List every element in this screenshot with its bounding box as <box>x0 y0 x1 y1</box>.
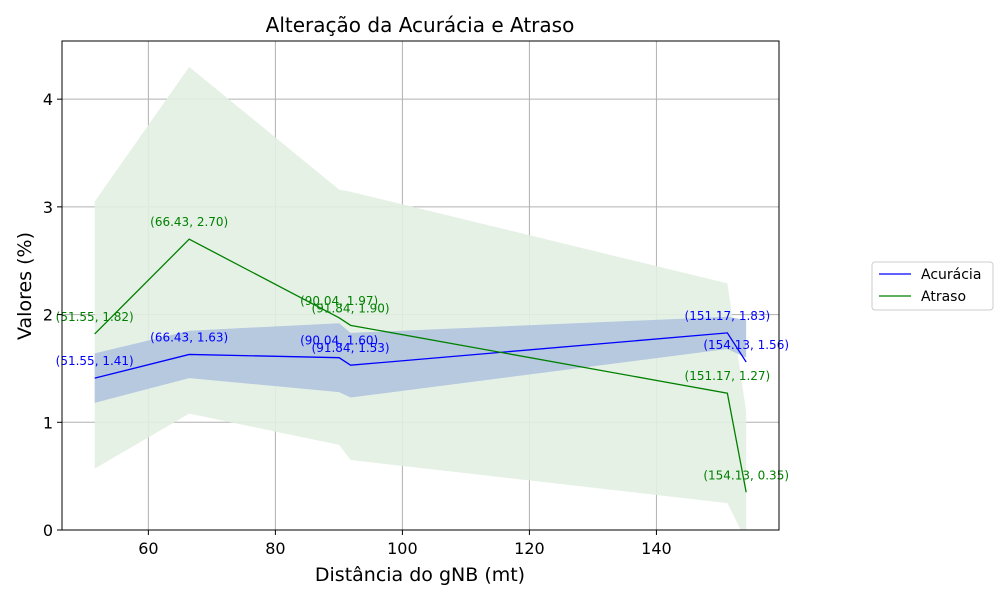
data-label: (91.84, 1.90) <box>312 301 390 315</box>
x-axis-ticks: 60 80 100 120 140 <box>138 530 672 558</box>
legend: Acurácia Atraso <box>871 261 994 311</box>
data-label: (66.43, 1.63) <box>150 330 228 344</box>
y-tick-label: 3 <box>43 198 53 217</box>
series-line-Atraso <box>94 238 747 493</box>
chart-title: Alteração da Acurácia e Atraso <box>266 13 575 37</box>
x-axis-label: Distância do gNB (mt) <box>315 564 525 586</box>
data-label: (66.43, 2.70) <box>150 215 228 229</box>
y-axis-label: Valores (%) <box>14 232 36 340</box>
x-tick-label: 140 <box>641 539 672 558</box>
data-label: (151.17, 1.83) <box>685 309 771 323</box>
data-label: (151.17, 1.27) <box>685 369 771 383</box>
y-tick-label: 0 <box>43 521 53 540</box>
y-axis-ticks: 0 1 2 3 4 <box>43 90 62 540</box>
data-label: (91.84, 1.53) <box>312 341 390 355</box>
data-label: (90.04, 1.97) <box>300 294 378 308</box>
y-tick-label: 2 <box>43 306 53 325</box>
y-tick-label: 1 <box>43 413 53 432</box>
y-tick-label: 4 <box>43 90 53 109</box>
data-label: (51.55, 1.41) <box>56 354 134 368</box>
x-tick-label: 100 <box>387 539 418 558</box>
series-lines <box>94 238 747 493</box>
legend-label: Atraso <box>921 289 966 305</box>
x-tick-label: 80 <box>265 539 285 558</box>
x-tick-label: 120 <box>514 539 545 558</box>
data-label: (154.13, 0.35) <box>703 468 789 482</box>
point-labels: (51.55, 1.41)(66.43, 1.63) (90.04, 1.60)(… <box>56 215 789 482</box>
data-label: (90.04, 1.60) <box>300 334 378 348</box>
series-line-Acurácia <box>94 332 747 379</box>
legend-label: Acurácia <box>921 267 981 283</box>
data-label: (51.55, 1.82) <box>56 310 134 324</box>
x-tick-label: 60 <box>138 539 158 558</box>
plot-frame <box>61 40 780 531</box>
data-label: (154.13, 1.56) <box>703 338 789 352</box>
confidence-band-Atraso <box>94 66 747 530</box>
